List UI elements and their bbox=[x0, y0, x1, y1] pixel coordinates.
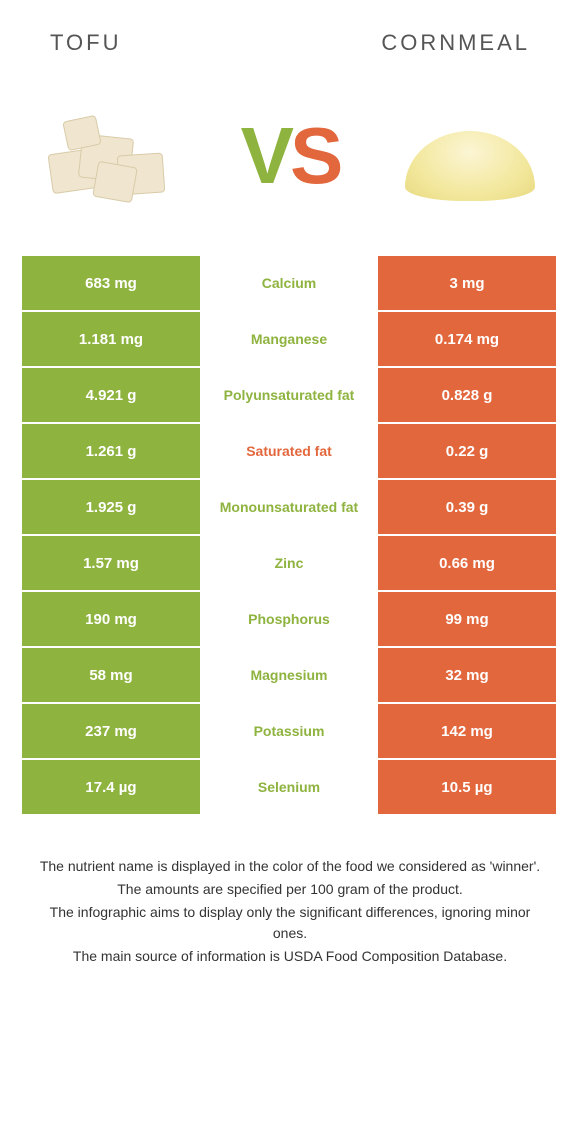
footer-notes: The nutrient name is displayed in the co… bbox=[0, 816, 580, 967]
value-right: 0.22 g bbox=[378, 424, 556, 478]
nutrient-name: Monounsaturated fat bbox=[200, 480, 378, 534]
value-right: 3 mg bbox=[378, 256, 556, 310]
table-row: 237 mgPotassium142 mg bbox=[22, 704, 558, 760]
tofu-image bbox=[30, 91, 190, 221]
images-row: V S bbox=[0, 66, 580, 256]
value-left: 4.921 g bbox=[22, 368, 200, 422]
title-right: CORNMEAL bbox=[381, 30, 530, 56]
value-right: 0.66 mg bbox=[378, 536, 556, 590]
title-left: TOFU bbox=[50, 30, 121, 56]
nutrient-name: Phosphorus bbox=[200, 592, 378, 646]
value-right: 0.828 g bbox=[378, 368, 556, 422]
table-row: 1.925 gMonounsaturated fat0.39 g bbox=[22, 480, 558, 536]
table-row: 17.4 µgSelenium10.5 µg bbox=[22, 760, 558, 816]
value-left: 683 mg bbox=[22, 256, 200, 310]
value-left: 58 mg bbox=[22, 648, 200, 702]
nutrient-table: 683 mgCalcium3 mg1.181 mgManganese0.174 … bbox=[22, 256, 558, 816]
nutrient-name: Saturated fat bbox=[200, 424, 378, 478]
footer-line: The infographic aims to display only the… bbox=[35, 902, 545, 944]
nutrient-name: Polyunsaturated fat bbox=[200, 368, 378, 422]
value-right: 32 mg bbox=[378, 648, 556, 702]
value-right: 0.174 mg bbox=[378, 312, 556, 366]
value-left: 17.4 µg bbox=[22, 760, 200, 814]
value-right: 99 mg bbox=[378, 592, 556, 646]
value-left: 1.925 g bbox=[22, 480, 200, 534]
vs-v: V bbox=[241, 116, 290, 196]
nutrient-name: Zinc bbox=[200, 536, 378, 590]
table-row: 190 mgPhosphorus99 mg bbox=[22, 592, 558, 648]
cornmeal-image bbox=[390, 91, 550, 221]
table-row: 4.921 gPolyunsaturated fat0.828 g bbox=[22, 368, 558, 424]
value-right: 0.39 g bbox=[378, 480, 556, 534]
value-right: 10.5 µg bbox=[378, 760, 556, 814]
nutrient-name: Magnesium bbox=[200, 648, 378, 702]
footer-line: The nutrient name is displayed in the co… bbox=[35, 856, 545, 877]
vs-s: S bbox=[290, 116, 339, 196]
table-row: 683 mgCalcium3 mg bbox=[22, 256, 558, 312]
nutrient-name: Potassium bbox=[200, 704, 378, 758]
value-right: 142 mg bbox=[378, 704, 556, 758]
table-row: 1.57 mgZinc0.66 mg bbox=[22, 536, 558, 592]
value-left: 1.261 g bbox=[22, 424, 200, 478]
footer-line: The main source of information is USDA F… bbox=[35, 946, 545, 967]
value-left: 237 mg bbox=[22, 704, 200, 758]
vs-label: V S bbox=[241, 116, 340, 196]
table-row: 1.261 gSaturated fat0.22 g bbox=[22, 424, 558, 480]
nutrient-name: Selenium bbox=[200, 760, 378, 814]
value-left: 1.57 mg bbox=[22, 536, 200, 590]
value-left: 1.181 mg bbox=[22, 312, 200, 366]
table-row: 1.181 mgManganese0.174 mg bbox=[22, 312, 558, 368]
value-left: 190 mg bbox=[22, 592, 200, 646]
footer-line: The amounts are specified per 100 gram o… bbox=[35, 879, 545, 900]
nutrient-name: Manganese bbox=[200, 312, 378, 366]
header: TOFU CORNMEAL bbox=[0, 0, 580, 66]
nutrient-name: Calcium bbox=[200, 256, 378, 310]
table-row: 58 mgMagnesium32 mg bbox=[22, 648, 558, 704]
